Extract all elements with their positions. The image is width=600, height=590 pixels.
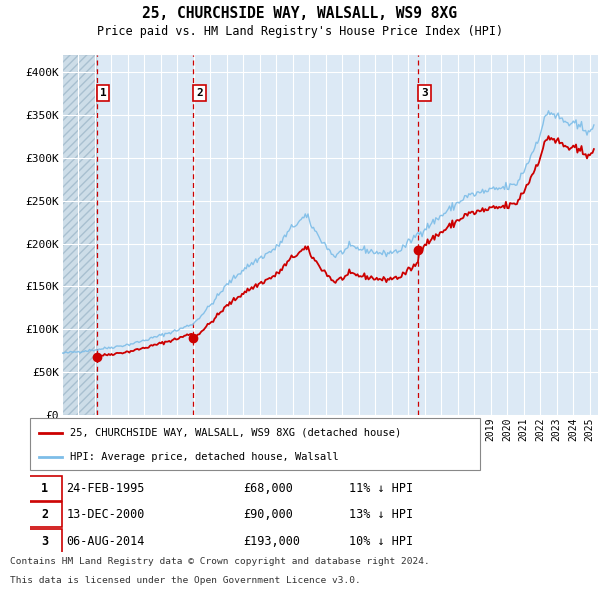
- Text: 11% ↓ HPI: 11% ↓ HPI: [349, 481, 413, 494]
- Text: 10% ↓ HPI: 10% ↓ HPI: [349, 535, 413, 548]
- Text: 2: 2: [196, 88, 203, 98]
- Text: 06-AUG-2014: 06-AUG-2014: [67, 535, 145, 548]
- Text: 1: 1: [100, 88, 107, 98]
- FancyBboxPatch shape: [27, 529, 62, 553]
- Text: 3: 3: [41, 535, 48, 548]
- Text: £193,000: £193,000: [243, 535, 300, 548]
- Text: 25, CHURCHSIDE WAY, WALSALL, WS9 8XG: 25, CHURCHSIDE WAY, WALSALL, WS9 8XG: [143, 6, 458, 21]
- Bar: [62, 55, 97, 415]
- Text: 24-FEB-1995: 24-FEB-1995: [67, 481, 145, 494]
- Text: 1: 1: [41, 481, 48, 494]
- Text: 2: 2: [41, 508, 48, 521]
- Text: £68,000: £68,000: [243, 481, 293, 494]
- Text: Contains HM Land Registry data © Crown copyright and database right 2024.: Contains HM Land Registry data © Crown c…: [10, 557, 430, 566]
- Text: £90,000: £90,000: [243, 508, 293, 521]
- Text: This data is licensed under the Open Government Licence v3.0.: This data is licensed under the Open Gov…: [10, 576, 361, 585]
- Text: HPI: Average price, detached house, Walsall: HPI: Average price, detached house, Wals…: [71, 452, 339, 462]
- Text: 3: 3: [421, 88, 428, 98]
- Bar: [62, 55, 97, 415]
- Text: 25, CHURCHSIDE WAY, WALSALL, WS9 8XG (detached house): 25, CHURCHSIDE WAY, WALSALL, WS9 8XG (de…: [71, 428, 402, 438]
- FancyBboxPatch shape: [27, 476, 62, 500]
- Text: 13-DEC-2000: 13-DEC-2000: [67, 508, 145, 521]
- Text: Price paid vs. HM Land Registry's House Price Index (HPI): Price paid vs. HM Land Registry's House …: [97, 25, 503, 38]
- Text: 13% ↓ HPI: 13% ↓ HPI: [349, 508, 413, 521]
- FancyBboxPatch shape: [27, 502, 62, 527]
- FancyBboxPatch shape: [30, 418, 480, 470]
